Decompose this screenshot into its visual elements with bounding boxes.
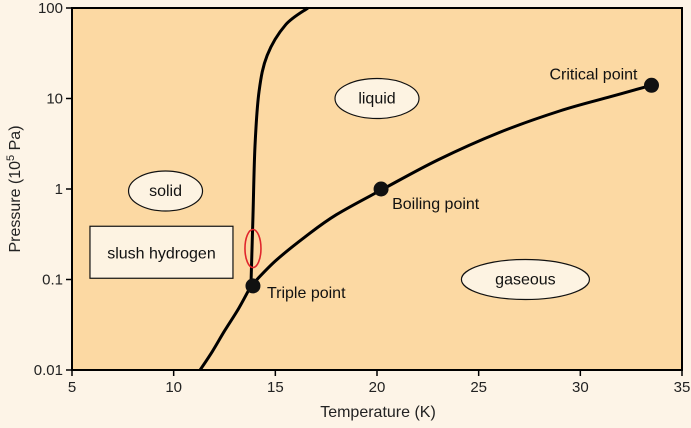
region-solid-label: solid [149, 183, 182, 200]
x-tick-label-10: 10 [165, 379, 182, 396]
y-tick-label-1: 1 [55, 181, 63, 198]
y-tick-label-0.01: 0.01 [34, 362, 63, 379]
region-solid-ellipse [127, 170, 204, 212]
critical-point-marker [644, 77, 659, 93]
x-tick-label-35: 35 [674, 379, 691, 396]
y-tick-label-100: 100 [38, 0, 63, 17]
slush-hydrogen-box [89, 225, 234, 279]
vaporization-curve [249, 83, 652, 287]
triple-point-label: Triple point [267, 285, 346, 302]
x-tick-label-25: 25 [470, 379, 487, 396]
critical-point-label: Critical point [549, 66, 638, 83]
triple-point-marker [245, 278, 261, 294]
y-axis-title-suffix: Pa) [7, 125, 24, 154]
x-tick-label-15: 15 [267, 379, 284, 396]
x-tick-label-30: 30 [572, 379, 589, 396]
y-tick-label-0.1: 0.1 [42, 272, 63, 289]
boiling-point-label: Boiling point [392, 196, 480, 213]
region-gaseous-label: gaseous [495, 272, 556, 289]
y-axis-title: Pressure (105 Pa) [5, 125, 24, 252]
slush-hydrogen-label: slush hydrogen [107, 245, 216, 262]
x-tick-label-5: 5 [68, 379, 76, 396]
slush-highlight [244, 228, 262, 269]
y-axis-title-prefix: Pressure (10 [7, 161, 24, 253]
sublimation-curve [198, 285, 253, 371]
x-axis-title: Temperature (K) [320, 404, 436, 421]
region-liquid-label: liquid [358, 91, 395, 108]
region-gaseous-ellipse [460, 258, 591, 301]
y-tick-label-10: 10 [46, 91, 63, 108]
region-liquid-ellipse [334, 77, 420, 120]
y-axis-title-sup: 5 [5, 155, 17, 161]
melting-curve [249, 6, 309, 286]
boiling-point-marker [373, 181, 389, 197]
x-tick-label-20: 20 [369, 379, 386, 396]
